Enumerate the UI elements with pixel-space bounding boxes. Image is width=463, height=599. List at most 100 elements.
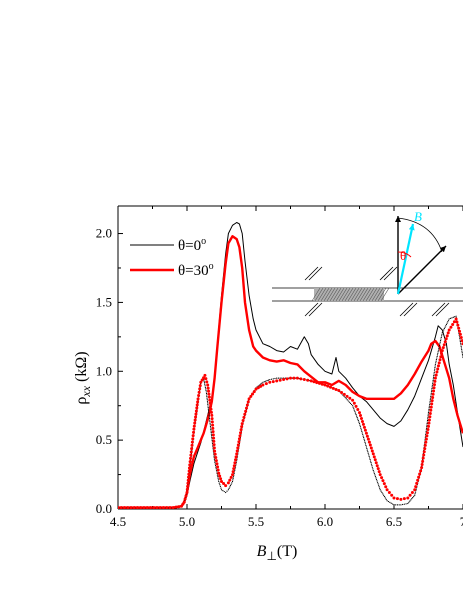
series-point (445, 323, 448, 326)
series-point (432, 383, 436, 387)
series-point (381, 491, 383, 494)
series-point (352, 406, 354, 408)
series-point (208, 417, 211, 420)
series-point (234, 469, 236, 471)
x-tick-label: 5.5 (248, 514, 264, 529)
series-point (346, 399, 348, 401)
series-point (165, 506, 169, 509)
series-point (410, 490, 414, 494)
series-point (235, 449, 239, 453)
series-point (211, 426, 215, 430)
series-point (205, 388, 207, 390)
series-point (378, 486, 380, 488)
series-point (263, 381, 265, 383)
series-point (396, 504, 399, 506)
series-point (364, 431, 368, 435)
series-point (427, 424, 430, 428)
series-point (252, 390, 256, 394)
series-point (278, 378, 282, 382)
inset-hatch (359, 287, 369, 302)
series-point (209, 404, 213, 408)
series-point (312, 380, 316, 384)
series-point (212, 439, 216, 443)
series-point (261, 383, 265, 387)
series-point (234, 455, 238, 459)
series-point (193, 421, 197, 425)
series-point (376, 467, 380, 471)
series-point (436, 357, 438, 359)
series-point (460, 339, 463, 343)
series-point (264, 382, 268, 386)
inset-hatch (377, 287, 387, 302)
series-point (428, 407, 430, 409)
series-point (438, 358, 442, 362)
series-point (460, 342, 462, 344)
series-point (210, 417, 214, 421)
series-point (119, 506, 123, 509)
series-point (236, 443, 240, 447)
series-point (237, 437, 241, 441)
series-point (448, 318, 450, 320)
series-point (440, 352, 444, 356)
series-point (441, 335, 443, 337)
legend-label: θ=30o (178, 261, 214, 279)
series-point (225, 491, 227, 494)
series-point (426, 428, 430, 432)
series-point (238, 434, 242, 438)
series-point (432, 379, 434, 382)
series-point (326, 384, 330, 388)
inset-hatch (320, 287, 330, 302)
series-point (203, 382, 206, 384)
series-point (260, 383, 262, 385)
series-point (407, 502, 409, 505)
series-point (207, 406, 209, 409)
series-point (441, 333, 443, 335)
series-point (385, 488, 389, 492)
series-point (210, 428, 212, 431)
series-point (436, 354, 439, 356)
series-point (433, 370, 436, 372)
series-point (429, 402, 431, 404)
inset-hatch (365, 287, 375, 302)
series-point (356, 417, 358, 419)
series-point (214, 459, 218, 463)
series-point (429, 405, 433, 409)
series-point (203, 373, 207, 377)
series-point (376, 480, 378, 482)
series-point (447, 319, 450, 321)
series-point (373, 458, 377, 462)
series-point (237, 440, 241, 444)
series-point (409, 500, 411, 502)
series-point (245, 406, 249, 410)
series-point (419, 469, 423, 473)
series-point (208, 398, 212, 402)
series-point (207, 403, 209, 406)
series-point (188, 460, 192, 464)
series-point (366, 449, 368, 451)
series-point (403, 503, 405, 505)
axes: 4.5 5.0 5.5 6.0 6.5 7 0.0 0.5 1.0 1.5 2.0 (96, 205, 463, 529)
series-point (281, 377, 283, 379)
series-point (256, 386, 260, 390)
series-point (433, 379, 437, 383)
series-point (187, 472, 191, 476)
x-axis-title-main: B (257, 543, 267, 560)
series-point (190, 443, 194, 447)
series-point (129, 506, 133, 509)
series-point (205, 391, 207, 393)
x-tick-label: 7 (460, 514, 463, 529)
series-point (431, 386, 433, 388)
series-point (414, 494, 416, 496)
series-point (437, 351, 439, 353)
inset-hatch (353, 287, 363, 302)
series-point (207, 408, 209, 410)
series-point (415, 481, 419, 485)
series-point (378, 484, 380, 486)
series-point (208, 416, 210, 418)
series-point (337, 389, 341, 393)
series-point (353, 408, 355, 410)
series-point (458, 329, 462, 333)
series-point (361, 430, 363, 433)
series-point (420, 466, 424, 470)
series-point (437, 361, 441, 365)
